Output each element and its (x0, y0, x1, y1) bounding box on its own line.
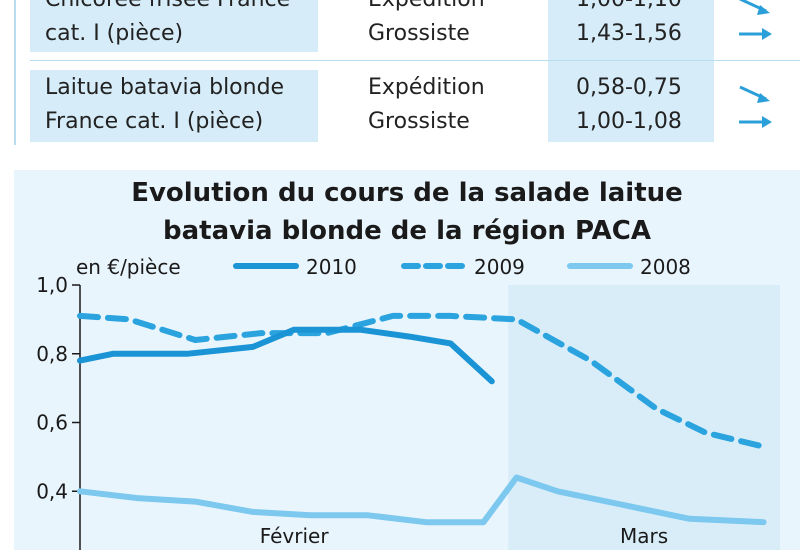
chart-panel: Evolution du cours de la salade laitue b… (14, 170, 800, 550)
product-name-line1: Chicorée frisée France (45, 0, 290, 16)
y-tick-label: 0,6 (36, 411, 68, 435)
product-column-bg (30, 0, 318, 52)
march-background-band (508, 285, 780, 550)
price-range: 1,00-1,10 (576, 0, 682, 16)
product-name-line2: France cat. I (pièce) (45, 109, 264, 134)
price-column-bg (548, 0, 714, 142)
price-range: 0,58-0,75 (576, 75, 682, 100)
month-label: Février (260, 524, 330, 548)
chart-title: Evolution du cours de la salade laitue b… (14, 174, 800, 250)
stage-label: Grossiste (368, 21, 470, 46)
row-divider (30, 60, 800, 61)
y-tick-label: 1,0 (36, 273, 68, 297)
price-table: Chicorée frisée France cat. I (pièce) Ex… (0, 0, 800, 145)
trend-down-arrow-icon (739, 0, 770, 15)
legend-label-2008: 2008 (640, 255, 691, 279)
legend-label-2009: 2009 (474, 255, 525, 279)
product-name-line1: Laitue batavia blonde (45, 75, 285, 100)
month-label: Mars (620, 524, 668, 548)
price-line-chart: 1,0 0,8 0,6 0,4 Février Mars 2010 2009 2008 en … (36, 255, 780, 550)
stage-label: Grossiste (368, 109, 470, 134)
stage-label: Expédition (368, 0, 485, 16)
chart-title-line1: Evolution du cours de la salade laitue (131, 178, 683, 208)
y-tick-label: 0,4 (36, 479, 68, 503)
series-line-2009 (77, 312, 767, 450)
table-left-rule (14, 0, 16, 145)
product-name-line2: cat. I (pièce) (45, 21, 184, 46)
legend-label-2010: 2010 (306, 255, 357, 279)
price-range: 1,00-1,08 (576, 109, 682, 134)
trend-stable-arrow-icon (739, 28, 772, 40)
y-tick-label: 0,8 (36, 342, 68, 366)
trend-stable-arrow-icon (739, 116, 772, 128)
trend-down-arrow-icon (739, 85, 770, 103)
stage-label: Expédition (368, 75, 485, 100)
price-range: 1,43-1,56 (576, 21, 682, 46)
product-column-bg (30, 70, 318, 142)
chart-title-line2: batavia blonde de la région PACA (163, 216, 651, 246)
series-line-2010 (77, 326, 495, 385)
unit-label: en €/pièce (76, 255, 181, 279)
